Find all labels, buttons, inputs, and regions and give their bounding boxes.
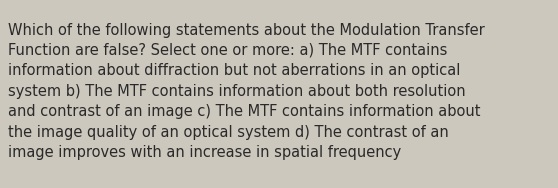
Text: Which of the following statements about the Modulation Transfer
Function are fal: Which of the following statements about … — [8, 23, 485, 160]
